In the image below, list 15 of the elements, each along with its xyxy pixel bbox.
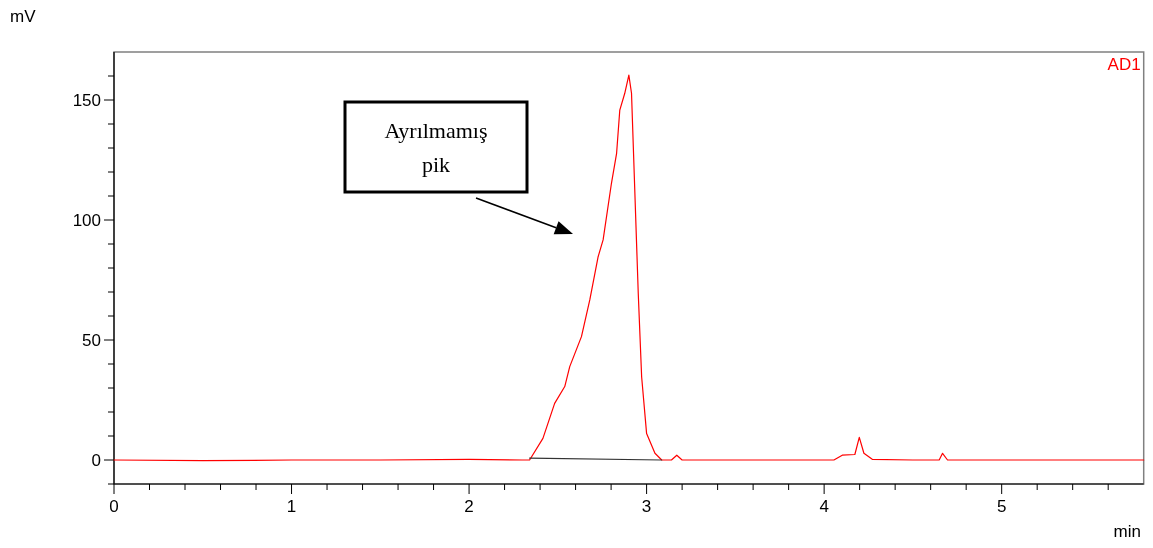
y-tick-label: 50 xyxy=(82,331,101,350)
x-tick-label: 0 xyxy=(109,497,119,516)
annotation: Ayrılmamış pik xyxy=(384,118,488,177)
y-tick-label: 100 xyxy=(72,211,101,230)
x-tick-label: 2 xyxy=(464,497,474,516)
x-axis-title: min xyxy=(1113,522,1141,541)
x-tick-label: 5 xyxy=(996,497,1007,516)
line-series xyxy=(113,74,1145,462)
annotation: AD1 xyxy=(1107,55,1141,74)
y-tick-label: 150 xyxy=(72,91,101,110)
y-axis-title: mV xyxy=(10,7,37,26)
y-tick-label: 0 xyxy=(91,451,101,470)
x-tick-label: 4 xyxy=(819,497,829,516)
x-tick-label: 3 xyxy=(641,497,652,516)
x-tick-label: 1 xyxy=(286,497,297,516)
